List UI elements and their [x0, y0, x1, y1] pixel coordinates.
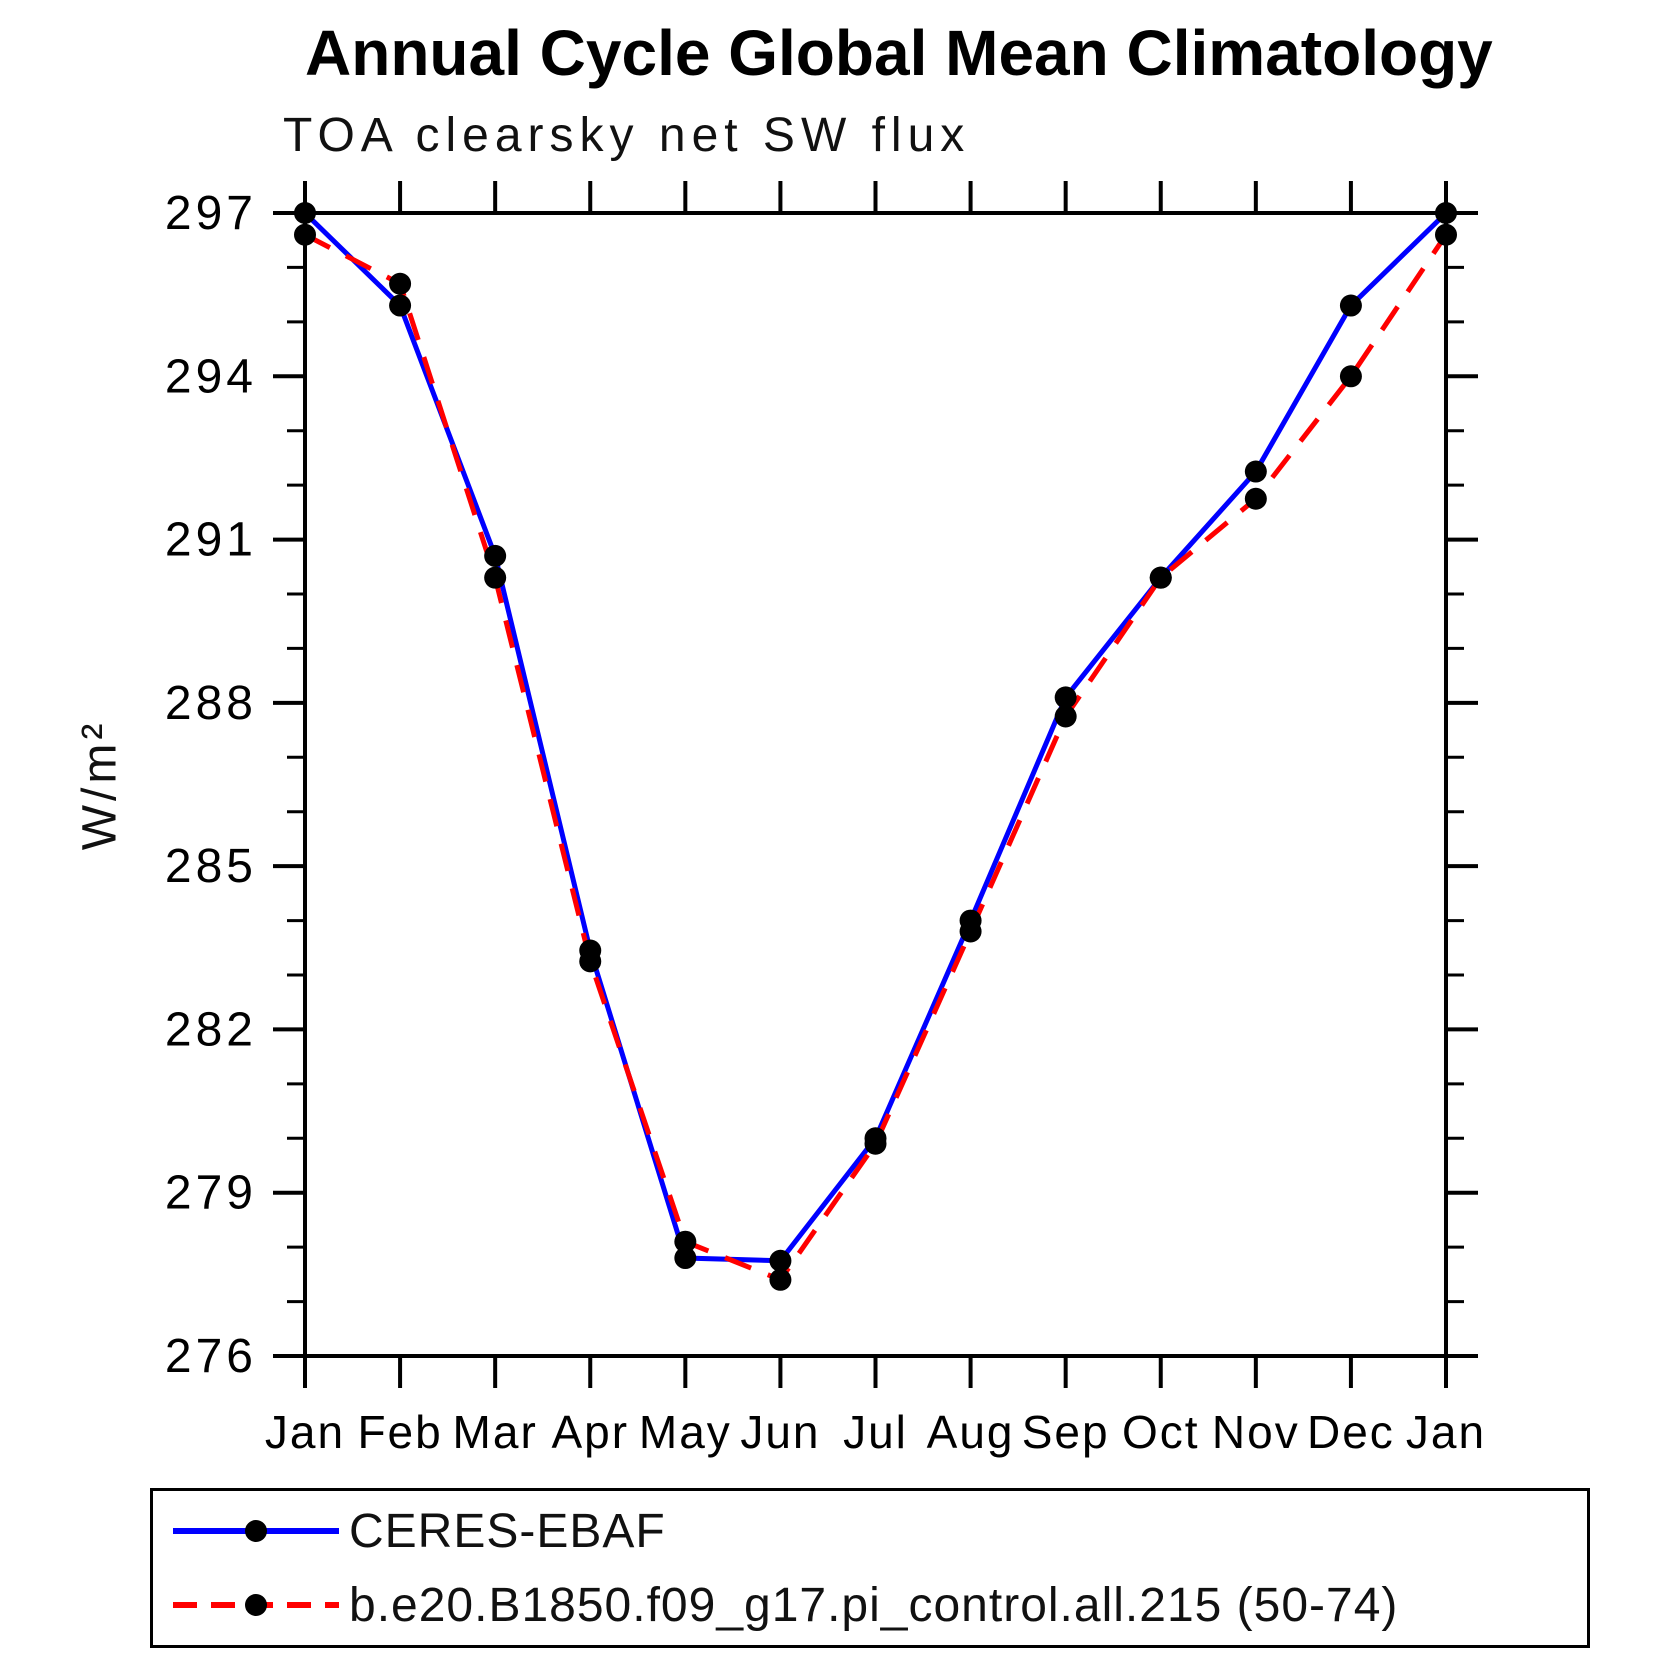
x-tick-label: May	[639, 1406, 732, 1458]
y-tick-label: 285	[165, 840, 257, 893]
data-point-s1-Feb	[389, 272, 412, 295]
data-point-s0-Jan	[294, 202, 316, 224]
data-point-s1-Jan	[294, 223, 316, 246]
data-point-s1-Sep	[1054, 705, 1077, 728]
data-point-s0-May	[674, 1247, 697, 1270]
legend-box: CERES-EBAF b.e20.B1850.f09_g17.pi_contro…	[150, 1488, 1590, 1648]
x-tick-label: Jan	[1406, 1406, 1486, 1458]
series-line-0	[303, 211, 1448, 1264]
data-point-s0-Feb	[389, 294, 412, 317]
data-point-s1-Dec	[1339, 365, 1362, 388]
legend-line-sample-solid	[173, 1520, 339, 1542]
data-point-s1-Jan	[1435, 223, 1457, 246]
x-tick-label: Jul	[843, 1406, 908, 1458]
x-axis: Jan Feb Mar Apr May Jun Jul Aug Sep Oct Nov Dec Jan	[265, 181, 1486, 1458]
data-point-s1-Apr	[579, 950, 602, 973]
y-tick-label: 294	[165, 350, 257, 403]
legend-line-sample-dashed	[173, 1594, 339, 1616]
x-tick-label: Jun	[740, 1406, 820, 1458]
y-tick-label: 288	[165, 677, 257, 730]
y-tick-label: 279	[165, 1167, 257, 1220]
data-point-s0-Dec	[1339, 294, 1362, 317]
series-line-1	[303, 232, 1449, 1283]
legend-item-model-run: b.e20.B1850.f09_g17.pi_control.all.215 (…	[171, 1568, 1587, 1642]
x-tick-label: Jan	[265, 1406, 345, 1458]
data-point-s1-Jun	[769, 1268, 792, 1291]
data-point-s0-Mar	[484, 544, 507, 567]
data-point-s0-Jun	[769, 1249, 792, 1272]
x-tick-label: Apr	[551, 1406, 629, 1458]
y-tick-label: 297	[165, 187, 257, 240]
data-point-s1-Mar	[484, 566, 507, 589]
legend-item-ceres-ebaf: CERES-EBAF	[171, 1494, 1587, 1568]
legend-label-ceres-ebaf: CERES-EBAF	[349, 1504, 666, 1558]
data-point-s1-Jul	[864, 1132, 887, 1155]
data-point-s0-Nov	[1244, 460, 1267, 483]
x-tick-label: Oct	[1122, 1406, 1200, 1458]
data-point-s0-Sep	[1054, 686, 1077, 709]
y-tick-label: 291	[165, 514, 257, 567]
x-tick-label: Sep	[1022, 1406, 1110, 1458]
x-tick-label: Mar	[453, 1406, 538, 1458]
x-tick-label: Feb	[357, 1406, 442, 1458]
y-axis: 276 279 282 285 288 291 294 297	[165, 187, 1478, 1383]
y-tick-label: 276	[165, 1330, 257, 1383]
chart-subtitle: TOA clearsky net SW flux	[283, 109, 971, 162]
y-tick-label: 282	[165, 1003, 257, 1056]
data-point-s1-May	[674, 1230, 697, 1253]
x-tick-label: Dec	[1307, 1406, 1395, 1458]
axes-box	[303, 211, 1448, 1358]
data-point-s1-Aug	[959, 920, 982, 943]
legend-label-model-run: b.e20.B1850.f09_g17.pi_control.all.215 (…	[349, 1578, 1399, 1632]
x-tick-label: Aug	[927, 1406, 1015, 1458]
data-point-s1-Oct	[1149, 566, 1172, 589]
data-point-s0-Jan	[1435, 202, 1457, 224]
x-tick-label: Nov	[1212, 1406, 1300, 1458]
data-point-s1-Nov	[1244, 487, 1267, 510]
chart-title: Annual Cycle Global Mean Climatology	[305, 17, 1493, 89]
